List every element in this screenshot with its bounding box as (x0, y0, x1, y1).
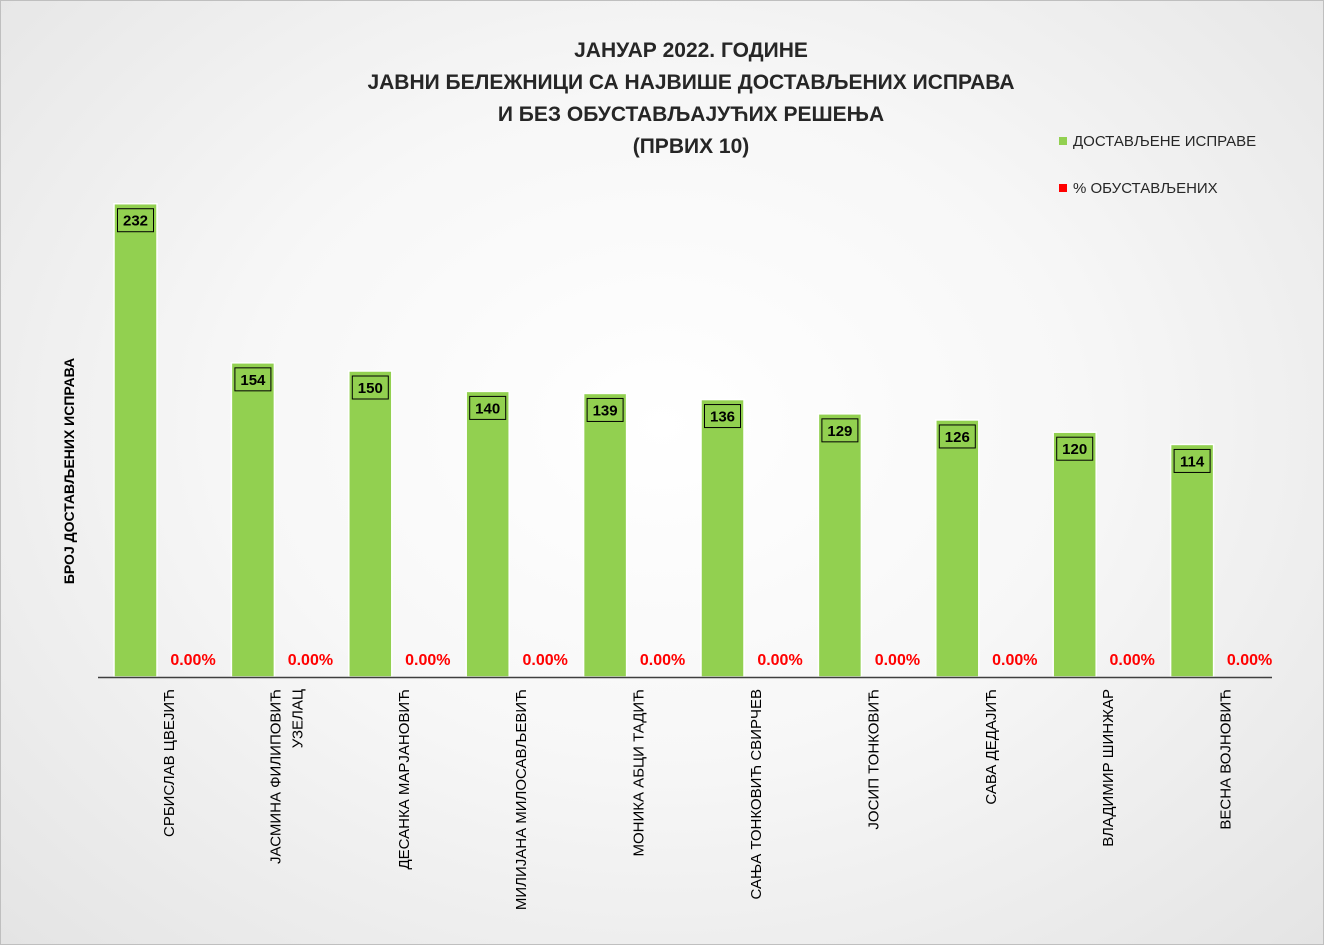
category-label-line: САЊА ТОНКОВИЋ СВИРЧЕВ (748, 689, 765, 899)
data-label-delivered: 139 (593, 402, 618, 419)
bar-delivered (1169, 443, 1215, 678)
bar-delivered (817, 413, 863, 678)
data-label-suspended: 0.00% (992, 652, 1037, 669)
chart-title-line: ЈАВНИ БЕЛЕЖНИЦИ СА НАЈВИШЕ ДОСТАВЉЕНИХ И… (367, 71, 1015, 94)
category-label: СРБИСЛАВ ЦВЕЈИЋ (161, 689, 178, 837)
legend-item-suspended: % ОБУСТАВЉЕНИХ (1059, 176, 1256, 200)
category-label-line: МОНИКА АБЦИ ТАДИЋ (631, 689, 648, 857)
data-label-suspended: 0.00% (1110, 652, 1155, 669)
data-label-suspended: 0.00% (405, 652, 450, 669)
bar-delivered (700, 398, 745, 678)
bar-delivered (465, 390, 510, 678)
category-label: ВЛАДИМИР ШИНЖАР (1100, 689, 1117, 847)
category-label-line: ВЛАДИМИР ШИНЖАР (1100, 689, 1117, 847)
category-label: САЊА ТОНКОВИЋ СВИРЧЕВ (748, 689, 765, 899)
legend-swatch-delivered (1059, 137, 1067, 145)
data-label-suspended: 0.00% (170, 652, 215, 669)
data-label-box (351, 375, 389, 400)
bar-delivered (230, 362, 276, 678)
bar-delivered (582, 392, 628, 678)
category-label-line: ЈАСМИНА ФИЛИПОВИЋ (267, 689, 284, 864)
bar-delivered (113, 202, 158, 678)
bar-delivered (1052, 431, 1097, 678)
bar-delivered (348, 370, 393, 678)
category-label: МОНИКА АБЦИ ТАДИЋ (631, 689, 648, 857)
chart-title-line: ЈАНУАР 2022. ГОДИНЕ (574, 39, 808, 62)
category-label: ЈОСИП ТОНКОВИЋ (865, 689, 882, 830)
data-label-delivered: 129 (827, 423, 852, 440)
data-label-box (117, 208, 154, 233)
legend-label-delivered: ДОСТАВЉЕНЕ ИСПРАВЕ (1073, 132, 1257, 150)
data-label-delivered: 154 (240, 372, 266, 389)
category-label-line: СРБИСЛАВ ЦВЕЈИЋ (161, 689, 178, 837)
category-label: САВА ДЕДАЈИЋ (983, 689, 1000, 805)
bar-delivered (935, 419, 980, 678)
category-label-line: УЗЕЛАЦ (289, 689, 306, 748)
data-label-suspended: 0.00% (1227, 652, 1272, 669)
category-label: ДЕСАНКА МАРЈАНОВИЋ (396, 689, 413, 870)
chart-title: ЈАНУАР 2022. ГОДИНЕ ЈАВНИ БЕЛЕЖНИЦИ СА Н… (241, 35, 1141, 163)
data-label-delivered: 136 (710, 409, 735, 426)
data-label-box (1056, 436, 1094, 461)
category-label-line: ВЕСНА ВОЈНОВИЋ (1218, 689, 1235, 830)
data-label-delivered: 114 (1180, 453, 1205, 470)
data-label-box (938, 424, 976, 449)
chart-legend: ДОСТАВЉЕНЕ ИСПРАВЕ % ОБУСТАВЉЕНИХ (1059, 129, 1256, 200)
category-label-line: ДЕСАНКА МАРЈАНОВИЋ (396, 689, 413, 870)
category-label-line: САВА ДЕДАЈИЋ (983, 689, 1000, 805)
legend-item-delivered: ДОСТАВЉЕНЕ ИСПРАВЕ (1059, 129, 1256, 153)
data-label-delivered: 120 (1062, 441, 1087, 458)
chart-title-line: (ПРВИХ 10) (632, 135, 750, 158)
data-label-box (1173, 448, 1211, 473)
data-label-suspended: 0.00% (640, 652, 685, 669)
data-label-box (586, 397, 624, 422)
legend-label-suspended: % ОБУСТАВЉЕНИХ (1073, 179, 1218, 197)
data-label-suspended: 0.00% (288, 652, 333, 669)
data-label-box (234, 367, 272, 392)
category-label: МИЛИЈАНА МИЛОСАВЉЕВИЋ (513, 689, 530, 910)
data-label-delivered: 126 (945, 429, 970, 446)
data-label-delivered: 140 (475, 400, 500, 417)
data-label-suspended: 0.00% (875, 652, 920, 669)
category-label: ВЕСНА ВОЈНОВИЋ (1218, 689, 1235, 830)
data-label-box (704, 404, 741, 429)
category-label-line: МИЛИЈАНА МИЛОСАВЉЕВИЋ (513, 689, 530, 910)
data-label-box (469, 395, 507, 420)
category-label: ЈАСМИНА ФИЛИПОВИЋ УЗЕЛАЦ (267, 689, 306, 864)
legend-swatch-suspended (1059, 184, 1067, 192)
data-label-suspended: 0.00% (757, 652, 802, 669)
chart-title-line: И БЕЗ ОБУСТАВЉАЈУЋИХ РЕШЕЊА (497, 103, 885, 126)
data-label-delivered: 232 (123, 213, 148, 230)
data-label-delivered: 150 (358, 380, 383, 397)
data-label-box (821, 418, 859, 443)
category-label-line: ЈОСИП ТОНКОВИЋ (865, 689, 882, 830)
data-label-suspended: 0.00% (523, 652, 568, 669)
